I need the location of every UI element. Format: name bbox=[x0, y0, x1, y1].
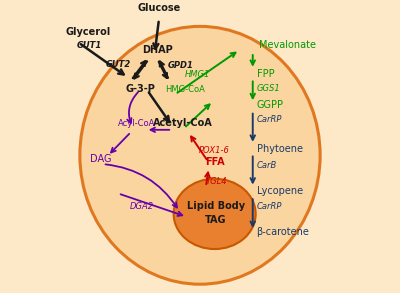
Text: POX1-6: POX1-6 bbox=[199, 146, 230, 155]
Text: Phytoene: Phytoene bbox=[256, 144, 302, 154]
Text: Acetyl-CoA: Acetyl-CoA bbox=[152, 118, 212, 128]
Ellipse shape bbox=[80, 26, 320, 284]
Text: GUT2: GUT2 bbox=[106, 60, 131, 69]
Text: Lipid Body: Lipid Body bbox=[187, 201, 245, 211]
Text: FFA: FFA bbox=[205, 157, 224, 167]
Text: HMG-CoA: HMG-CoA bbox=[165, 86, 205, 94]
Text: CarRP: CarRP bbox=[256, 202, 282, 211]
Text: Mevalonate: Mevalonate bbox=[258, 40, 316, 50]
Text: CarB: CarB bbox=[256, 161, 277, 170]
Text: Acyl-CoA: Acyl-CoA bbox=[118, 120, 156, 128]
Text: DAG: DAG bbox=[90, 154, 112, 164]
Text: Glucose: Glucose bbox=[137, 3, 181, 13]
Text: Lycopene: Lycopene bbox=[256, 186, 303, 196]
Text: GGPP: GGPP bbox=[256, 100, 284, 110]
Text: FPP: FPP bbox=[257, 69, 275, 79]
Text: GUT1: GUT1 bbox=[77, 41, 102, 50]
Ellipse shape bbox=[174, 179, 256, 249]
Text: GPD1: GPD1 bbox=[168, 61, 194, 69]
Text: CarRP: CarRP bbox=[256, 115, 282, 124]
Text: GGS1: GGS1 bbox=[256, 84, 280, 93]
Text: G-3-P: G-3-P bbox=[126, 84, 156, 94]
Text: HMG1: HMG1 bbox=[184, 70, 210, 79]
Text: DGA2: DGA2 bbox=[129, 202, 154, 211]
Text: Glycerol: Glycerol bbox=[65, 27, 110, 37]
Text: DHAP: DHAP bbox=[142, 45, 173, 55]
Text: β-carotene: β-carotene bbox=[256, 227, 310, 237]
Text: TGL4: TGL4 bbox=[205, 177, 227, 185]
Text: TAG: TAG bbox=[205, 215, 227, 225]
